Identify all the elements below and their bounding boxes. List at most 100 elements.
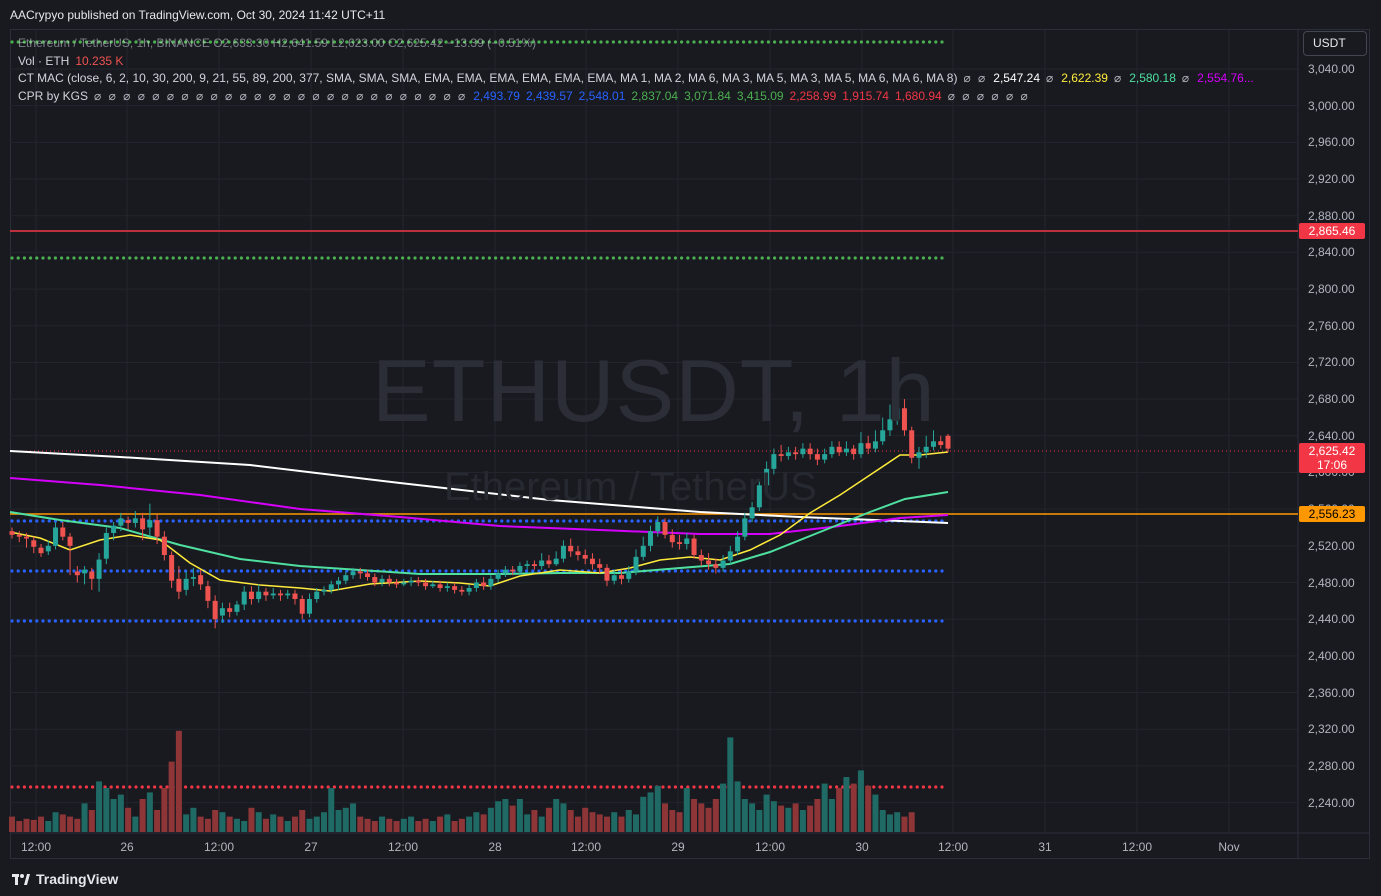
bullish-candle: [648, 531, 654, 546]
chart-pane[interactable]: [10, 29, 1370, 859]
symbol-legend-row[interactable]: Ethereum / TetherUS, 1h, BINANCE O2,633.…: [18, 35, 1254, 53]
cpr-dot: [500, 619, 504, 623]
cpr-dot: [748, 40, 752, 44]
cpr-dot: [227, 519, 231, 523]
cpr-dot: [487, 256, 491, 260]
cpr-dot: [128, 785, 132, 789]
cpr-dot: [190, 40, 194, 44]
cpr-dot: [277, 256, 281, 260]
bearish-candle: [901, 408, 907, 431]
cpr-dot: [549, 40, 554, 44]
volume-bar-up: [52, 812, 59, 832]
cpr-dot: [339, 785, 343, 789]
cpr-dot: [376, 619, 380, 623]
cpr-dot: [314, 40, 318, 44]
bullish-candle: [872, 441, 878, 449]
cpr-dot: [60, 785, 64, 789]
cpr-dot: [636, 40, 640, 44]
cpr-dot: [593, 519, 597, 523]
cpr-dot: [84, 40, 88, 44]
bullish-candle: [727, 551, 733, 561]
volume-bar-up: [335, 810, 342, 832]
bullish-candle: [749, 507, 755, 519]
cpr-dot: [661, 519, 665, 523]
volume-bar-up: [886, 814, 893, 832]
cpr-dot: [165, 40, 169, 44]
bullish-candle: [466, 588, 472, 592]
cpr-dot: [618, 519, 622, 523]
cpr-dot: [692, 569, 696, 573]
cpr-dot: [444, 569, 448, 573]
cpr-dot: [72, 785, 76, 789]
volume-legend-row[interactable]: Vol · ETH 10.235 K: [18, 53, 1254, 71]
volume-value: 10.235 K: [75, 53, 124, 68]
cpr-dot: [822, 569, 826, 573]
cpr-dot: [934, 785, 938, 789]
cpr-dot: [897, 785, 901, 789]
cpr-dot: [729, 619, 733, 623]
cpr-dot: [370, 256, 374, 260]
cpr-dot: [165, 785, 169, 789]
cpr-dot: [258, 569, 262, 573]
cpr-dot: [165, 619, 169, 623]
cpr-dot: [60, 256, 64, 260]
cpr-dot: [339, 619, 343, 623]
bearish-candle: [437, 584, 443, 589]
cpr-dot: [717, 785, 721, 789]
volume-bar-down: [277, 816, 284, 832]
ctmac-legend-row[interactable]: CT MAC (close, 6, 2, 10, 30, 200, 9, 21,…: [18, 70, 1254, 88]
cpr-dot: [41, 40, 45, 44]
cpr-dot: [159, 519, 163, 523]
volume-bar-down: [814, 799, 821, 832]
cpr-dot: [673, 785, 678, 789]
cpr-legend-row[interactable]: CPR by KGS ⌀ ⌀ ⌀ ⌀ ⌀ ⌀ ⌀ ⌀ ⌀ ⌀ ⌀ ⌀ ⌀ ⌀ ⌀…: [18, 88, 1254, 106]
cpr-dot: [227, 785, 231, 789]
bearish-candle: [16, 534, 22, 537]
cpr-dot: [624, 256, 628, 260]
volume-bar-down: [88, 810, 95, 832]
volume-bar-up: [117, 794, 124, 832]
cpr-dot: [122, 569, 126, 573]
bearish-candle: [677, 542, 683, 545]
tradingview-brand[interactable]: TradingView: [12, 871, 118, 887]
cpr-dot: [816, 785, 820, 789]
cpr-dot: [66, 569, 70, 573]
cpr-dot: [773, 785, 777, 789]
cpr-dot: [413, 619, 417, 623]
cpr-dot: [593, 619, 597, 623]
cpr-dot: [611, 256, 616, 260]
cpr-dot: [928, 785, 932, 789]
cpr-dot: [512, 519, 516, 523]
cpr-dot: [29, 569, 33, 573]
price-axis-label: 2,960.00: [1308, 135, 1355, 150]
volume-bar-down: [291, 816, 298, 832]
cpr-dot: [835, 519, 839, 523]
bullish-candle: [626, 571, 632, 579]
cpr-dot: [500, 785, 504, 789]
cpr-dot: [661, 619, 665, 623]
cpr-dot: [363, 619, 367, 623]
cpr-dot: [506, 619, 510, 623]
bullish-candle: [270, 593, 276, 596]
volume-bar-up: [553, 799, 560, 832]
cpr-dot: [10, 519, 14, 523]
cpr-dot: [134, 40, 138, 44]
cpr-dot: [475, 40, 479, 44]
cpr-dot: [872, 619, 876, 623]
cpr-dot: [903, 619, 907, 623]
cpr-dot: [184, 569, 188, 573]
cpr-dot: [326, 40, 330, 44]
cpr-dot: [450, 619, 454, 623]
bearish-candle: [851, 448, 857, 455]
bearish-candle: [161, 536, 167, 556]
currency-button[interactable]: USDT: [1303, 31, 1367, 56]
cpr-dot: [580, 256, 585, 260]
cpr-dot: [270, 785, 274, 789]
cpr-dot: [475, 785, 479, 789]
cpr-dot: [146, 569, 150, 573]
cpr-dot: [711, 569, 715, 573]
price-axis-label: 2,720.00: [1308, 355, 1355, 370]
cpr-dot: [208, 569, 212, 573]
cpr-dot: [754, 519, 758, 523]
